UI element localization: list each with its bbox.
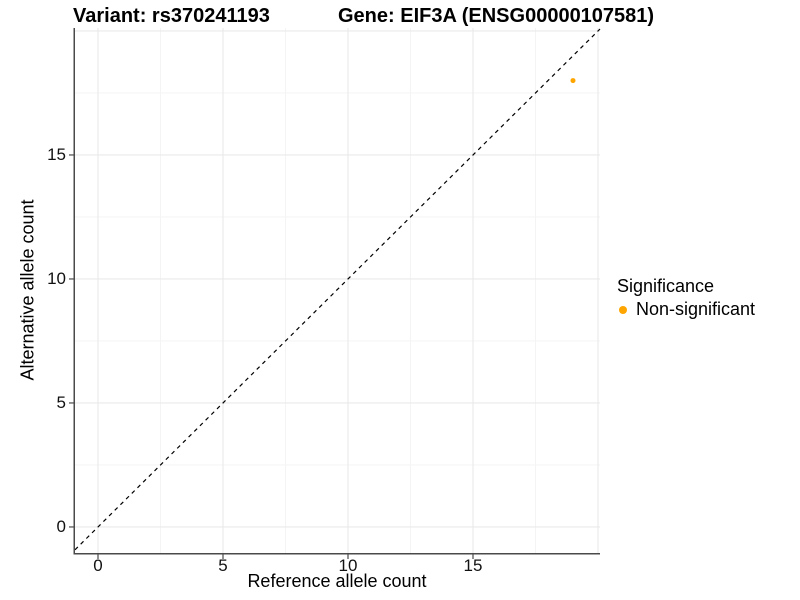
legend: Significance Non-significant	[617, 276, 755, 319]
identity-line	[74, 28, 601, 551]
legend-item-label: Non-significant	[636, 299, 756, 319]
data-point	[570, 78, 576, 84]
variant-title: Variant: rs370241193	[73, 5, 270, 27]
y-tick-label: 5	[56, 392, 66, 412]
legend-item-non-significant: Non-significant	[617, 300, 755, 319]
y-tick-label: 15	[47, 144, 66, 164]
x-tick-label: 0	[93, 556, 103, 575]
y-axis-title: Alternative allele count	[17, 199, 38, 381]
gene-title: Gene: EIF3A (ENSG00000107581)	[338, 5, 655, 27]
legend-point-icon	[619, 305, 627, 314]
y-tick-label: 0	[56, 516, 66, 536]
legend-title: Significance	[617, 276, 715, 296]
y-tick-label: 10	[47, 268, 66, 288]
x-tick-label: 10	[338, 556, 358, 575]
x-axis-title: Reference allele count	[247, 571, 427, 591]
x-tick-label: 5	[218, 556, 228, 575]
x-tick-label: 15	[463, 556, 483, 575]
